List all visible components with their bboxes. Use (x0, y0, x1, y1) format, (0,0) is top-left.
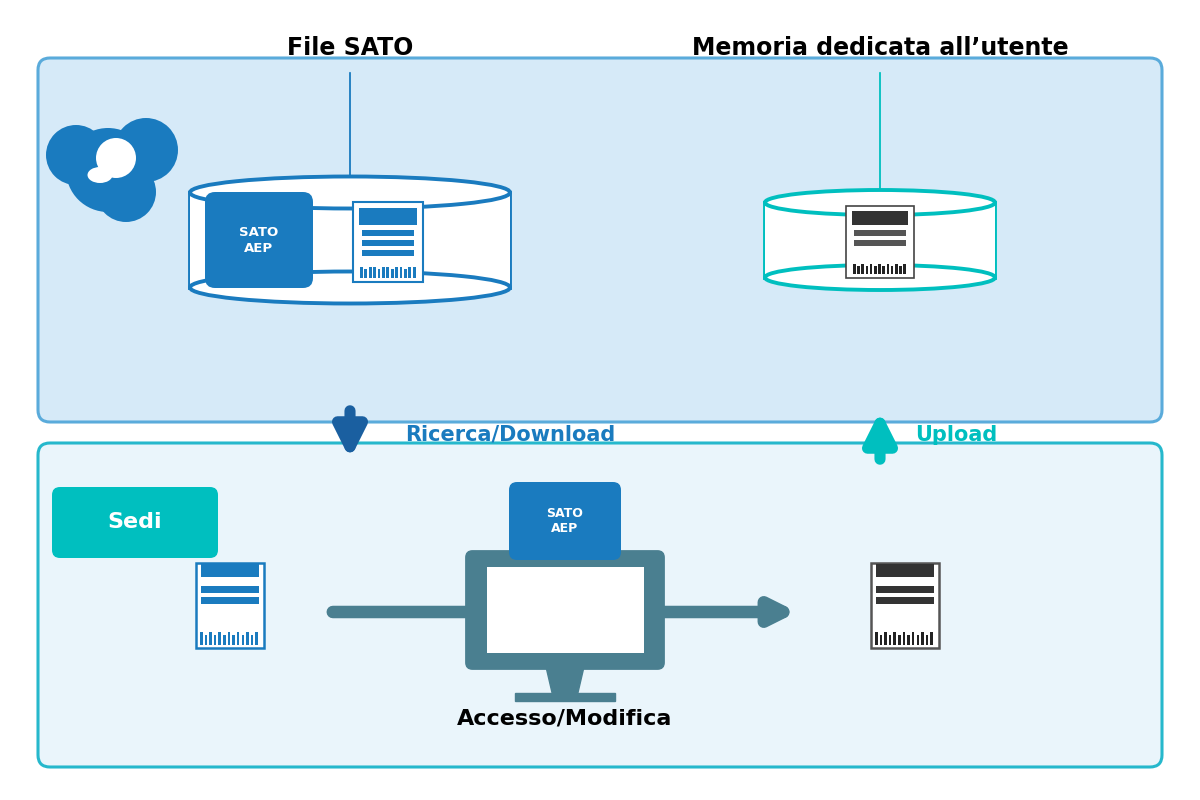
Circle shape (96, 162, 156, 222)
Ellipse shape (766, 265, 995, 290)
FancyBboxPatch shape (922, 631, 924, 645)
FancyBboxPatch shape (38, 443, 1162, 767)
FancyBboxPatch shape (353, 202, 422, 282)
Text: Accesso/Modifica: Accesso/Modifica (457, 708, 673, 728)
FancyBboxPatch shape (202, 564, 259, 577)
FancyBboxPatch shape (887, 264, 889, 274)
FancyBboxPatch shape (467, 551, 664, 669)
FancyBboxPatch shape (395, 267, 398, 278)
FancyBboxPatch shape (386, 267, 389, 278)
Circle shape (46, 125, 106, 185)
FancyBboxPatch shape (912, 631, 914, 645)
Polygon shape (545, 662, 586, 693)
FancyBboxPatch shape (233, 634, 235, 645)
FancyBboxPatch shape (875, 631, 877, 645)
FancyBboxPatch shape (895, 264, 898, 274)
FancyBboxPatch shape (196, 562, 264, 647)
Circle shape (66, 128, 150, 212)
FancyBboxPatch shape (884, 631, 887, 645)
FancyBboxPatch shape (876, 564, 934, 577)
FancyBboxPatch shape (200, 631, 203, 645)
Text: File SATO: File SATO (287, 36, 413, 60)
FancyBboxPatch shape (486, 567, 643, 653)
FancyBboxPatch shape (382, 267, 385, 278)
Polygon shape (515, 693, 616, 701)
FancyBboxPatch shape (256, 631, 258, 645)
FancyBboxPatch shape (902, 631, 905, 645)
Circle shape (114, 118, 178, 182)
FancyBboxPatch shape (228, 631, 230, 645)
FancyBboxPatch shape (391, 269, 394, 278)
FancyBboxPatch shape (251, 634, 253, 645)
FancyBboxPatch shape (874, 266, 876, 274)
FancyBboxPatch shape (362, 230, 414, 236)
FancyBboxPatch shape (882, 266, 884, 274)
FancyBboxPatch shape (899, 266, 901, 274)
Polygon shape (766, 202, 995, 278)
Ellipse shape (766, 190, 995, 215)
FancyBboxPatch shape (870, 264, 872, 274)
Text: Sedi: Sedi (108, 513, 162, 533)
FancyBboxPatch shape (236, 631, 240, 645)
FancyBboxPatch shape (360, 267, 362, 278)
FancyBboxPatch shape (373, 267, 376, 278)
FancyBboxPatch shape (365, 269, 367, 278)
FancyBboxPatch shape (930, 631, 932, 645)
FancyBboxPatch shape (378, 269, 380, 278)
FancyBboxPatch shape (871, 562, 940, 647)
Circle shape (96, 138, 136, 178)
FancyBboxPatch shape (368, 267, 372, 278)
FancyBboxPatch shape (878, 264, 881, 274)
FancyBboxPatch shape (202, 586, 259, 593)
FancyBboxPatch shape (894, 631, 896, 645)
FancyBboxPatch shape (854, 230, 906, 236)
Polygon shape (190, 193, 510, 287)
FancyBboxPatch shape (202, 597, 259, 604)
Ellipse shape (190, 271, 510, 303)
FancyBboxPatch shape (857, 266, 859, 274)
FancyBboxPatch shape (241, 634, 244, 645)
Text: Upload: Upload (916, 425, 997, 445)
FancyBboxPatch shape (52, 487, 218, 558)
FancyBboxPatch shape (362, 250, 414, 256)
FancyBboxPatch shape (865, 266, 868, 274)
FancyBboxPatch shape (413, 267, 415, 278)
FancyBboxPatch shape (246, 631, 248, 645)
FancyBboxPatch shape (205, 192, 313, 288)
FancyBboxPatch shape (408, 267, 412, 278)
FancyBboxPatch shape (876, 586, 934, 593)
FancyBboxPatch shape (925, 634, 929, 645)
FancyBboxPatch shape (917, 634, 919, 645)
FancyBboxPatch shape (889, 634, 892, 645)
FancyBboxPatch shape (209, 631, 212, 645)
FancyBboxPatch shape (880, 634, 882, 645)
Text: SATO
AEP: SATO AEP (239, 226, 278, 254)
FancyBboxPatch shape (359, 208, 418, 225)
FancyBboxPatch shape (876, 597, 934, 604)
FancyBboxPatch shape (509, 482, 622, 560)
FancyBboxPatch shape (362, 240, 414, 246)
Text: Ricerca/Download: Ricerca/Download (406, 425, 616, 445)
FancyBboxPatch shape (904, 264, 906, 274)
FancyBboxPatch shape (907, 634, 910, 645)
FancyBboxPatch shape (404, 269, 407, 278)
FancyBboxPatch shape (214, 634, 216, 645)
FancyBboxPatch shape (853, 264, 856, 274)
Ellipse shape (190, 177, 510, 209)
FancyBboxPatch shape (38, 58, 1162, 422)
FancyBboxPatch shape (862, 264, 864, 274)
Ellipse shape (88, 167, 113, 183)
FancyBboxPatch shape (218, 631, 221, 645)
Text: Memoria dedicata all’utente: Memoria dedicata all’utente (691, 36, 1068, 60)
FancyBboxPatch shape (852, 211, 908, 225)
FancyBboxPatch shape (223, 634, 226, 645)
FancyBboxPatch shape (846, 206, 914, 278)
FancyBboxPatch shape (898, 634, 901, 645)
Text: SATO
AEP: SATO AEP (546, 507, 583, 535)
FancyBboxPatch shape (890, 266, 893, 274)
FancyBboxPatch shape (400, 267, 402, 278)
FancyBboxPatch shape (854, 240, 906, 246)
FancyBboxPatch shape (205, 634, 208, 645)
